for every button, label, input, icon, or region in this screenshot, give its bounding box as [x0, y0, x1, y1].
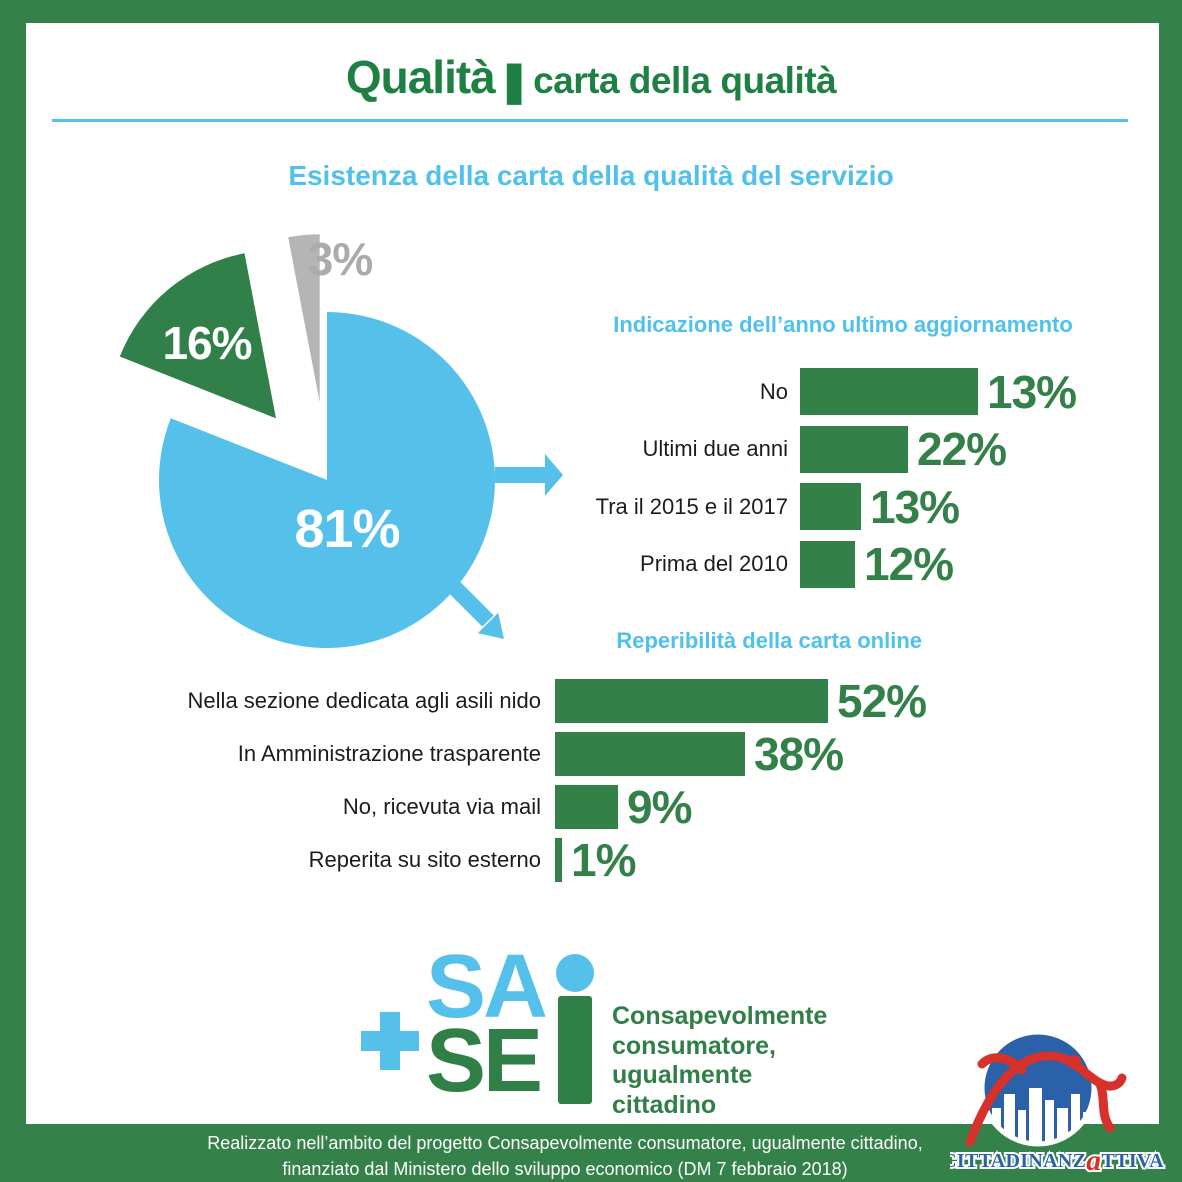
bar-chart-anno-aggiornamento: Indicazione dell’anno ultimo aggiornamen…	[518, 312, 1182, 593]
bar-row: In Amministrazione trasparente 38%	[118, 727, 930, 780]
bar-category-label: No	[759, 378, 788, 404]
bar-rect	[800, 425, 908, 473]
bar-rect	[800, 368, 978, 416]
bar-row: Nella sezione dedicata agli asili nido 52…	[118, 674, 930, 727]
plus-icon	[361, 1012, 419, 1070]
bar-category-label: In Amministrazione trasparente	[237, 740, 541, 766]
chart-heading: Reperibilità della carta online	[616, 628, 922, 653]
pie-label-0: 81%	[294, 499, 399, 559]
title-secondary: carta della qualità	[533, 60, 837, 101]
title-primary: Qualità	[345, 51, 496, 103]
logo-text-after: TTIVA	[1102, 1150, 1165, 1172]
bar-row: Prima del 2010 12%	[518, 536, 1182, 594]
bar-row: No, ricevuta via mail 9%	[118, 780, 930, 833]
sasei-word-bottom: SE	[426, 1011, 543, 1111]
logo-text-before: CITTADINANZ	[950, 1150, 1086, 1172]
pie-chart: 81% 16% 3%	[120, 233, 563, 648]
bar-row: Reperita su sito esterno 1%	[118, 833, 930, 886]
bar-rect	[555, 837, 562, 882]
pie-chart-title: Esistenza della carta della qualità del …	[288, 160, 894, 191]
bar-value-label: 13%	[987, 365, 1077, 418]
title-separator: |	[497, 56, 530, 105]
bar-rect	[800, 483, 861, 531]
bar-row: Tra il 2015 e il 2017 13%	[518, 478, 1182, 536]
pie-slice-2	[288, 234, 320, 403]
chart-heading: Indicazione dell’anno ultimo aggiornamen…	[613, 312, 1073, 337]
tagline-line: cittadino	[612, 1090, 717, 1119]
sasei-tagline: Consapevolmente consumatore, ugualmente …	[612, 1002, 827, 1120]
arrow-right-icon	[495, 454, 563, 496]
pie-slice-1	[120, 253, 276, 419]
running-figure-icon	[965, 1051, 1127, 1147]
bar-row: Ultimi due anni 22%	[518, 421, 1182, 479]
bar-rect	[555, 784, 618, 829]
sasei-dot-icon	[556, 954, 594, 992]
pie-label-1: 16%	[162, 317, 251, 369]
logo-text-accent: a	[1086, 1144, 1101, 1177]
bar-value-label: 52%	[837, 674, 927, 727]
bar-rect	[555, 678, 828, 723]
sasei-i-stem	[558, 996, 592, 1104]
cittadinanzattiva-logo: CITTADINANZaTTIVA	[950, 1029, 1166, 1179]
bar-rect	[555, 731, 745, 776]
title-divider-line	[52, 119, 1128, 122]
bar-value-label: 22%	[917, 423, 1007, 476]
pie-label-2: 3%	[308, 233, 373, 285]
sasei-word-top: SA	[426, 937, 548, 1037]
footer-credits: Realizzato nell’ambito del progetto Cons…	[135, 1130, 995, 1182]
tagline-line: ugualmente	[612, 1061, 753, 1089]
bar-value-label: 12%	[864, 538, 954, 591]
footer-bar	[0, 1124, 1182, 1182]
bar-category-label: Tra il 2015 e il 2017	[595, 493, 788, 519]
bar-value-label: 38%	[754, 727, 844, 780]
figure-head-icon	[1067, 1055, 1081, 1069]
tagline-line: consumatore,	[612, 1031, 776, 1060]
footer-line: Realizzato nell’ambito del progetto Cons…	[207, 1133, 923, 1153]
tagline-line: Consapevolmente	[612, 1002, 828, 1030]
bar-category-label: Prima del 2010	[640, 551, 788, 577]
bar-value-label: 13%	[870, 480, 960, 533]
footer-line: finanziato dal Ministero dello sviluppo …	[282, 1159, 848, 1179]
bar-category-label: No, ricevuta via mail	[342, 793, 541, 819]
bar-rect	[800, 540, 855, 588]
page-title: Qualità|carta della qualità	[0, 50, 1182, 105]
bar-row: No 13%	[518, 363, 1182, 421]
bar-value-label: 9%	[627, 780, 692, 833]
bar-category-label: Reperita su sito esterno	[308, 846, 541, 872]
bar-chart-reperibilita-online: Reperibilità della carta online Nella se…	[118, 628, 930, 886]
bar-category-label: Ultimi due anni	[642, 436, 788, 462]
arrow-down-right-icon	[448, 581, 504, 639]
pie-slice-0	[159, 312, 496, 648]
bar-value-label: 1%	[571, 833, 636, 886]
bar-category-label: Nella sezione dedicata agli asili nido	[187, 687, 541, 713]
logo-wordmark: CITTADINANZaTTIVA	[950, 1144, 1164, 1177]
